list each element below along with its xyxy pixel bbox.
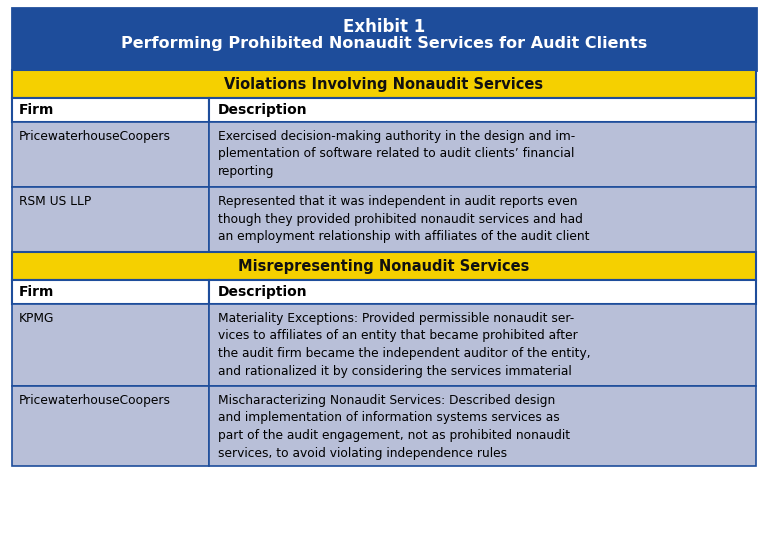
- Text: Materiality Exceptions: Provided permissible nonaudit ser-
vices to affiliates o: Materiality Exceptions: Provided permiss…: [218, 312, 591, 378]
- Text: Exhibit 1: Exhibit 1: [343, 18, 425, 36]
- Bar: [12, 98, 209, 122]
- Bar: [12, 187, 209, 252]
- Text: Description: Description: [218, 103, 308, 117]
- Text: Description: Description: [218, 285, 308, 299]
- Text: Firm: Firm: [19, 285, 55, 299]
- Bar: [209, 187, 756, 252]
- Bar: [209, 98, 756, 122]
- Text: Firm: Firm: [19, 103, 55, 117]
- Text: KPMG: KPMG: [19, 312, 55, 325]
- Bar: [12, 122, 209, 187]
- Text: Misrepresenting Nonaudit Services: Misrepresenting Nonaudit Services: [238, 258, 530, 273]
- Text: Exercised decision-making authority in the design and im-
plementation of softwa: Exercised decision-making authority in t…: [218, 130, 575, 178]
- Bar: [209, 386, 756, 466]
- Bar: [12, 8, 756, 70]
- Text: Performing Prohibited Nonaudit Services for Audit Clients: Performing Prohibited Nonaudit Services …: [121, 36, 647, 51]
- Text: RSM US LLP: RSM US LLP: [19, 195, 91, 208]
- Bar: [209, 304, 756, 386]
- Text: Mischaracterizing Nonaudit Services: Described design
and implementation of info: Mischaracterizing Nonaudit Services: Des…: [218, 394, 571, 460]
- Text: PricewaterhouseCoopers: PricewaterhouseCoopers: [19, 394, 171, 407]
- Text: PricewaterhouseCoopers: PricewaterhouseCoopers: [19, 130, 171, 143]
- Bar: [209, 280, 756, 304]
- Text: Violations Involving Nonaudit Services: Violations Involving Nonaudit Services: [224, 76, 544, 91]
- Bar: [12, 70, 756, 98]
- Bar: [12, 386, 209, 466]
- Bar: [209, 122, 756, 187]
- Text: Represented that it was independent in audit reports even
though they provided p: Represented that it was independent in a…: [218, 195, 590, 243]
- Bar: [12, 304, 209, 386]
- Bar: [12, 280, 209, 304]
- Bar: [12, 252, 756, 280]
